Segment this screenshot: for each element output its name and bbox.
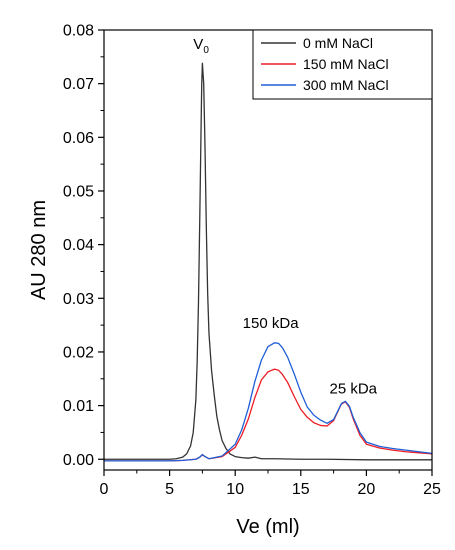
x-tick-label-1: 5 — [165, 481, 174, 498]
y-tick-label-2: 0.02 — [63, 344, 94, 361]
annotation-0: V0 — [193, 36, 209, 56]
y-tick-label-0: 0.00 — [63, 452, 94, 469]
x-axis-title: Ve (ml) — [236, 516, 299, 538]
series-layer — [104, 62, 433, 462]
x-tick-label-2: 10 — [226, 481, 244, 498]
x-tick-label-5: 25 — [423, 481, 441, 498]
legend: 0 mM NaCl 150 mM NaCl 300 mM NaCl — [252, 29, 433, 100]
y-tick-label-3: 0.03 — [63, 291, 94, 308]
y-axis: 0.00 0.01 0.02 0.03 0.04 0.05 0.06 0.07 0.08 — [63, 23, 104, 469]
legend-label-0: 0 mM NaCl — [303, 35, 373, 51]
x-axis: 0 5 10 15 20 25 — [100, 470, 441, 498]
y-tick-label-6: 0.06 — [63, 130, 94, 147]
y-tick-label-7: 0.07 — [63, 76, 94, 93]
x-tick-label-4: 20 — [358, 481, 376, 498]
y-tick-label-5: 0.05 — [63, 183, 94, 200]
y-tick-label-8: 0.08 — [63, 23, 94, 40]
y-axis-title: AU 280 nm — [28, 200, 50, 300]
series-line-0 — [104, 62, 432, 461]
legend-label-2: 300 mM NaCl — [303, 77, 389, 93]
y-tick-label-4: 0.04 — [63, 237, 94, 254]
x-tick-label-3: 15 — [292, 481, 310, 498]
x-tick-label-0: 0 — [100, 481, 109, 498]
annotation-layer: V0 150 kDa 25 kDa — [193, 36, 377, 397]
legend-label-1: 150 mM NaCl — [303, 56, 389, 72]
annotation-1: 150 kDa — [243, 315, 300, 332]
series-line-2 — [104, 342, 433, 462]
y-tick-label-1: 0.01 — [63, 398, 94, 415]
annotation-2: 25 kDa — [330, 380, 378, 397]
